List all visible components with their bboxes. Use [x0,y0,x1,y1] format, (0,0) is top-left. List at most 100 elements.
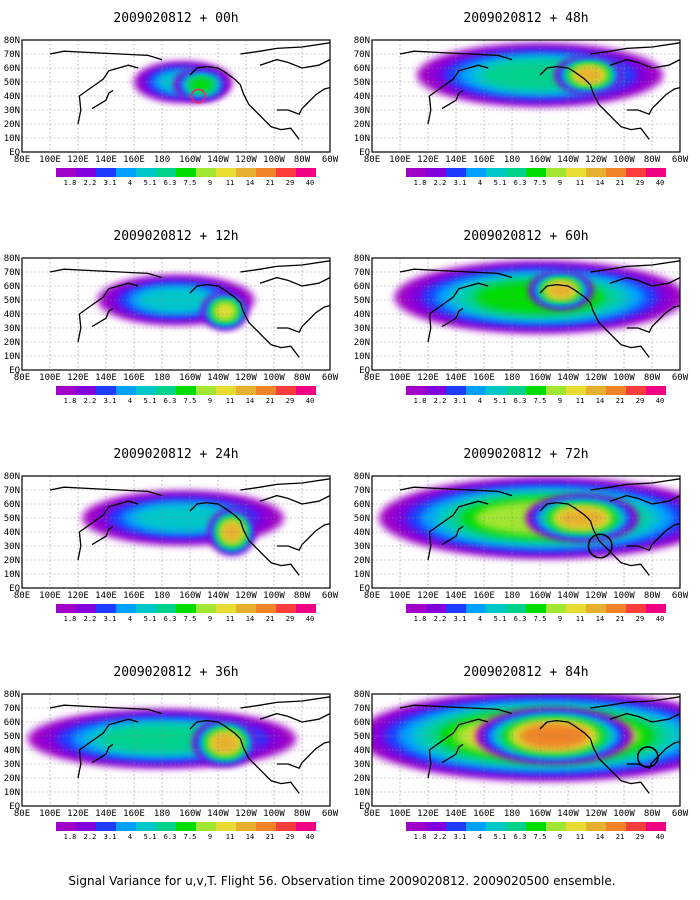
colorbar-label: 2.2 [434,397,447,405]
colorbar-swatch [406,386,426,395]
lon-tick-label: 120W [585,373,607,383]
colorbar-label: 5.1 [144,397,157,405]
colorbar-swatch [646,822,666,831]
colorbar-label: 3.1 [454,179,467,187]
lon-tick-label: 60W [672,155,689,165]
lon-tick-label: 100W [263,809,285,819]
coastlines [399,478,680,576]
lat-tick-label: EQ [9,584,20,594]
lat-tick-label: 80N [4,472,20,482]
lat-tick-label: 40N [4,92,20,102]
variance-contour-level-9 [215,303,235,319]
colorbar-swatch [176,168,196,177]
coastline-segment [276,86,330,116]
colorbar-swatch [526,604,546,613]
coastline-segment [427,282,489,343]
colorbar-label: 7.5 [534,179,547,187]
colorbar-swatch [176,604,196,613]
colorbar-label: 7.5 [184,179,197,187]
colorbar: 1.8 2.2 3.1 4 5.1 6.3 7.5 9 11 14 21 29 40 [406,604,666,623]
colorbar-swatch [406,604,426,613]
lon-tick-label: 180 [154,155,170,165]
colorbar-label: 29 [636,615,644,623]
lat-tick-label: 80N [4,36,20,46]
coastline-segment [189,283,300,358]
colorbar: 1.8 2.2 3.1 4 5.1 6.3 7.5 9 11 14 21 29 40 [56,822,316,841]
colorbar-label: 1.8 [64,615,77,623]
map-panel-0h: 2009020812 + 00h 80E 100E 120E 140E 160E 180 16… [4,11,339,187]
variance-field [27,709,297,768]
lon-tick-label: 100W [613,155,635,165]
colorbar-swatch [546,822,566,831]
lon-tick-label: 140E [445,373,467,383]
lat-tick-label: 70N [4,268,20,278]
colorbar-label: 4 [478,833,482,841]
colorbar-swatch [486,168,506,177]
lon-tick-label: 80W [294,373,311,383]
lon-tick-label: 80W [644,373,661,383]
colorbar-label: 11 [576,397,584,405]
coastline-segment [77,282,139,343]
colorbar-label: 14 [596,833,604,841]
colorbar-label: 1.8 [414,179,427,187]
lon-tick-label: 120E [67,155,89,165]
lat-tick-label: 30N [4,760,20,770]
lon-tick-label: 100W [263,373,285,383]
colorbar-swatch [566,386,586,395]
colorbar-label: 4 [478,615,482,623]
lon-tick-label: 120E [417,591,439,601]
lon-tick-label: 180 [504,809,520,819]
lon-tick-label: 100E [39,591,61,601]
lat-tick-label: 50N [4,732,20,742]
colorbar-swatch [526,822,546,831]
colorbar-label: 40 [656,397,664,405]
colorbar-swatch [426,604,446,613]
lon-tick-label: 120W [585,591,607,601]
lon-tick-label: 80E [364,155,380,165]
coastline-segment [259,712,330,723]
lat-tick-label: 70N [354,50,370,60]
colorbar-swatch [506,386,526,395]
coastline-segment [91,307,114,328]
coastline-segment [259,494,330,505]
colorbar-label: 6.3 [164,615,177,623]
coastline-segment [539,719,650,794]
colorbar-label: 5.1 [144,615,157,623]
colorbar-label: 6.3 [164,179,177,187]
observation-region-outline [587,533,613,559]
colorbar-swatch [586,386,606,395]
lon-tick-label: 120E [417,373,439,383]
colorbar-label: 40 [656,615,664,623]
coastline-segment [240,42,330,55]
lat-tick-label: EQ [359,802,370,812]
panel-title: 2009020812 + 60h [463,229,588,244]
colorbar-label: 7.5 [184,397,197,405]
colorbar-swatch [296,822,316,831]
lat-tick-label: 30N [4,324,20,334]
colorbar-label: 21 [616,615,624,623]
colorbar-label: 14 [596,179,604,187]
coastline-segment [399,704,513,715]
lat-tick-label: 50N [354,296,370,306]
colorbar-label: 2.2 [84,397,97,405]
coastline-segment [399,486,513,497]
coastline-segment [539,283,650,358]
colorbar-swatch [276,168,296,177]
lat-tick-label: 30N [354,106,370,116]
lon-tick-label: 80E [364,373,380,383]
lon-tick-label: 140E [445,155,467,165]
lon-tick-label: 80E [14,591,30,601]
colorbar-swatch [466,604,486,613]
lon-tick-label: 180 [154,591,170,601]
colorbar-label: 1.8 [64,833,77,841]
colorbar: 1.8 2.2 3.1 4 5.1 6.3 7.5 9 11 14 21 29 40 [56,604,316,623]
lon-tick-label: 80E [14,809,30,819]
colorbar-label: 9 [208,615,212,623]
map-frame [21,39,331,153]
lat-tick-label: 60N [354,282,370,292]
colorbar-label: 11 [576,615,584,623]
coastline-segment [240,696,330,709]
colorbar-swatch [486,604,506,613]
lon-tick-label: 100E [39,155,61,165]
map-graticule [22,258,330,370]
